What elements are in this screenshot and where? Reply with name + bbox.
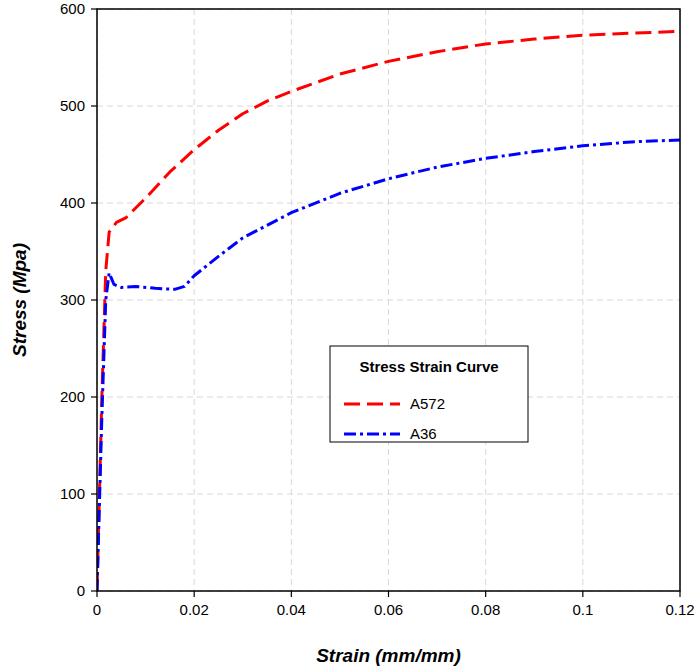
y-grid-line <box>97 203 680 204</box>
x-tick <box>194 591 195 597</box>
x-tick-label: 0.1 <box>572 601 593 618</box>
plot-frame <box>97 9 680 591</box>
series-line <box>97 140 680 591</box>
background <box>0 0 700 669</box>
y-tick-label: 500 <box>60 97 85 114</box>
series-line <box>97 31 680 591</box>
y-tick-label: 300 <box>60 291 85 308</box>
y-tick <box>91 105 97 106</box>
y-tick <box>91 202 97 203</box>
chart: 0 0.02 0.04 0.06 0.08 0.1 0.12 0 100 200 300 400 500… <box>0 0 700 669</box>
legend-swatch <box>344 433 400 436</box>
y-grid-line <box>97 106 680 107</box>
x-tick <box>679 591 680 597</box>
y-tick-label: 100 <box>60 485 85 502</box>
legend-label: A36 <box>410 425 437 442</box>
x-tick-label: 0.12 <box>665 601 694 618</box>
x-tick <box>388 591 389 597</box>
legend-title: Stress Strain Curve <box>359 358 498 375</box>
legend: Stress Strain Curve A572 A36 <box>330 346 528 442</box>
legend-label: A572 <box>410 395 445 412</box>
x-tick-label: 0 <box>93 601 101 618</box>
x-tick-label: 0.06 <box>374 601 403 618</box>
legend-swatch <box>344 403 400 406</box>
y-grid-line <box>97 494 680 495</box>
y-tick <box>91 8 97 9</box>
x-axis-label: Strain (mm/mm) <box>316 645 461 666</box>
y-tick-label: 400 <box>60 194 85 211</box>
x-tick <box>582 591 583 597</box>
x-tick <box>96 591 97 597</box>
x-tick <box>291 591 292 597</box>
y-tick-label: 600 <box>60 0 85 17</box>
y-tick-label: 200 <box>60 388 85 405</box>
y-grid-line <box>97 300 680 301</box>
y-tick-label: 0 <box>77 582 85 599</box>
x-tick-label: 0.08 <box>471 601 500 618</box>
legend-box <box>330 346 528 442</box>
y-tick <box>91 396 97 397</box>
x-grid-line <box>485 9 486 591</box>
y-tick <box>91 493 97 494</box>
x-grid-line <box>194 9 195 591</box>
x-tick <box>485 591 486 597</box>
x-tick-label: 0.04 <box>277 601 306 618</box>
x-tick-label: 0.02 <box>180 601 209 618</box>
y-tick <box>91 590 97 591</box>
series-group <box>97 31 680 591</box>
y-axis-label: Stress (Mpa) <box>9 243 30 357</box>
y-tick <box>91 299 97 300</box>
